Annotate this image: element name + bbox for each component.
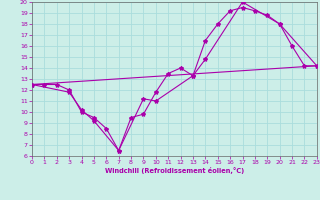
- X-axis label: Windchill (Refroidissement éolien,°C): Windchill (Refroidissement éolien,°C): [105, 167, 244, 174]
